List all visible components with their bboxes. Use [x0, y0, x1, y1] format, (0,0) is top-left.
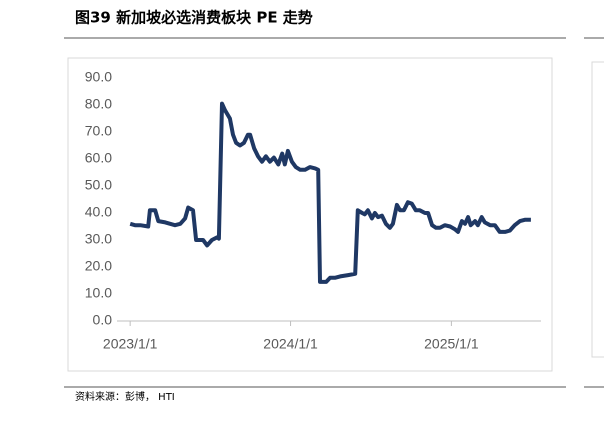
source-note: 资料来源：彭博， HTI	[75, 390, 175, 403]
y-tick-label: 30.0	[85, 231, 112, 247]
y-tick-label: 70.0	[85, 123, 112, 139]
adjacent-frame	[591, 61, 604, 358]
y-tick-label: 90.0	[85, 69, 112, 85]
chart-frame	[67, 57, 553, 372]
y-tick-label: 50.0	[85, 177, 112, 193]
x-tick-label: 2023/1/1	[103, 336, 158, 352]
y-tick-label: 80.0	[85, 96, 112, 112]
x-tick-label: 2025/1/1	[424, 336, 479, 352]
figure-title: 图39 新加坡必选消费板块 PE 走势	[75, 9, 313, 27]
y-tick-label: 20.0	[85, 258, 112, 274]
y-tick-label: 10.0	[85, 285, 112, 301]
y-tick-label: 40.0	[85, 204, 112, 220]
y-tick-label: 60.0	[85, 150, 112, 166]
data-line	[129, 101, 531, 284]
x-tick-label: 2024/1/1	[263, 336, 318, 352]
y-tick-label: 0.0	[93, 312, 113, 328]
